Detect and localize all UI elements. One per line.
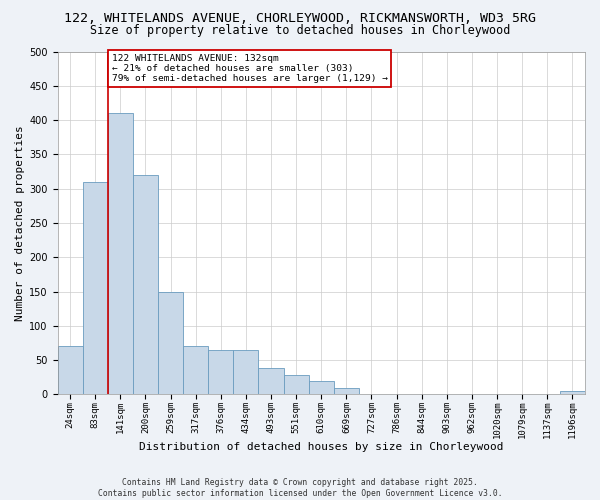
Bar <box>58 346 83 395</box>
Bar <box>83 182 108 394</box>
Bar <box>259 368 284 394</box>
Text: Contains HM Land Registry data © Crown copyright and database right 2025.
Contai: Contains HM Land Registry data © Crown c… <box>98 478 502 498</box>
Text: 122 WHITELANDS AVENUE: 132sqm
← 21% of detached houses are smaller (303)
79% of : 122 WHITELANDS AVENUE: 132sqm ← 21% of d… <box>112 54 388 84</box>
X-axis label: Distribution of detached houses by size in Chorleywood: Distribution of detached houses by size … <box>139 442 503 452</box>
Bar <box>133 175 158 394</box>
Bar <box>183 346 208 395</box>
Bar <box>334 388 359 394</box>
Bar <box>284 376 308 394</box>
Bar <box>560 391 585 394</box>
Text: 122, WHITELANDS AVENUE, CHORLEYWOOD, RICKMANSWORTH, WD3 5RG: 122, WHITELANDS AVENUE, CHORLEYWOOD, RIC… <box>64 12 536 26</box>
Bar <box>308 380 334 394</box>
Y-axis label: Number of detached properties: Number of detached properties <box>15 125 25 321</box>
Bar <box>233 350 259 395</box>
Bar <box>108 113 133 394</box>
Text: Size of property relative to detached houses in Chorleywood: Size of property relative to detached ho… <box>90 24 510 37</box>
Bar <box>158 292 183 395</box>
Bar <box>208 350 233 395</box>
